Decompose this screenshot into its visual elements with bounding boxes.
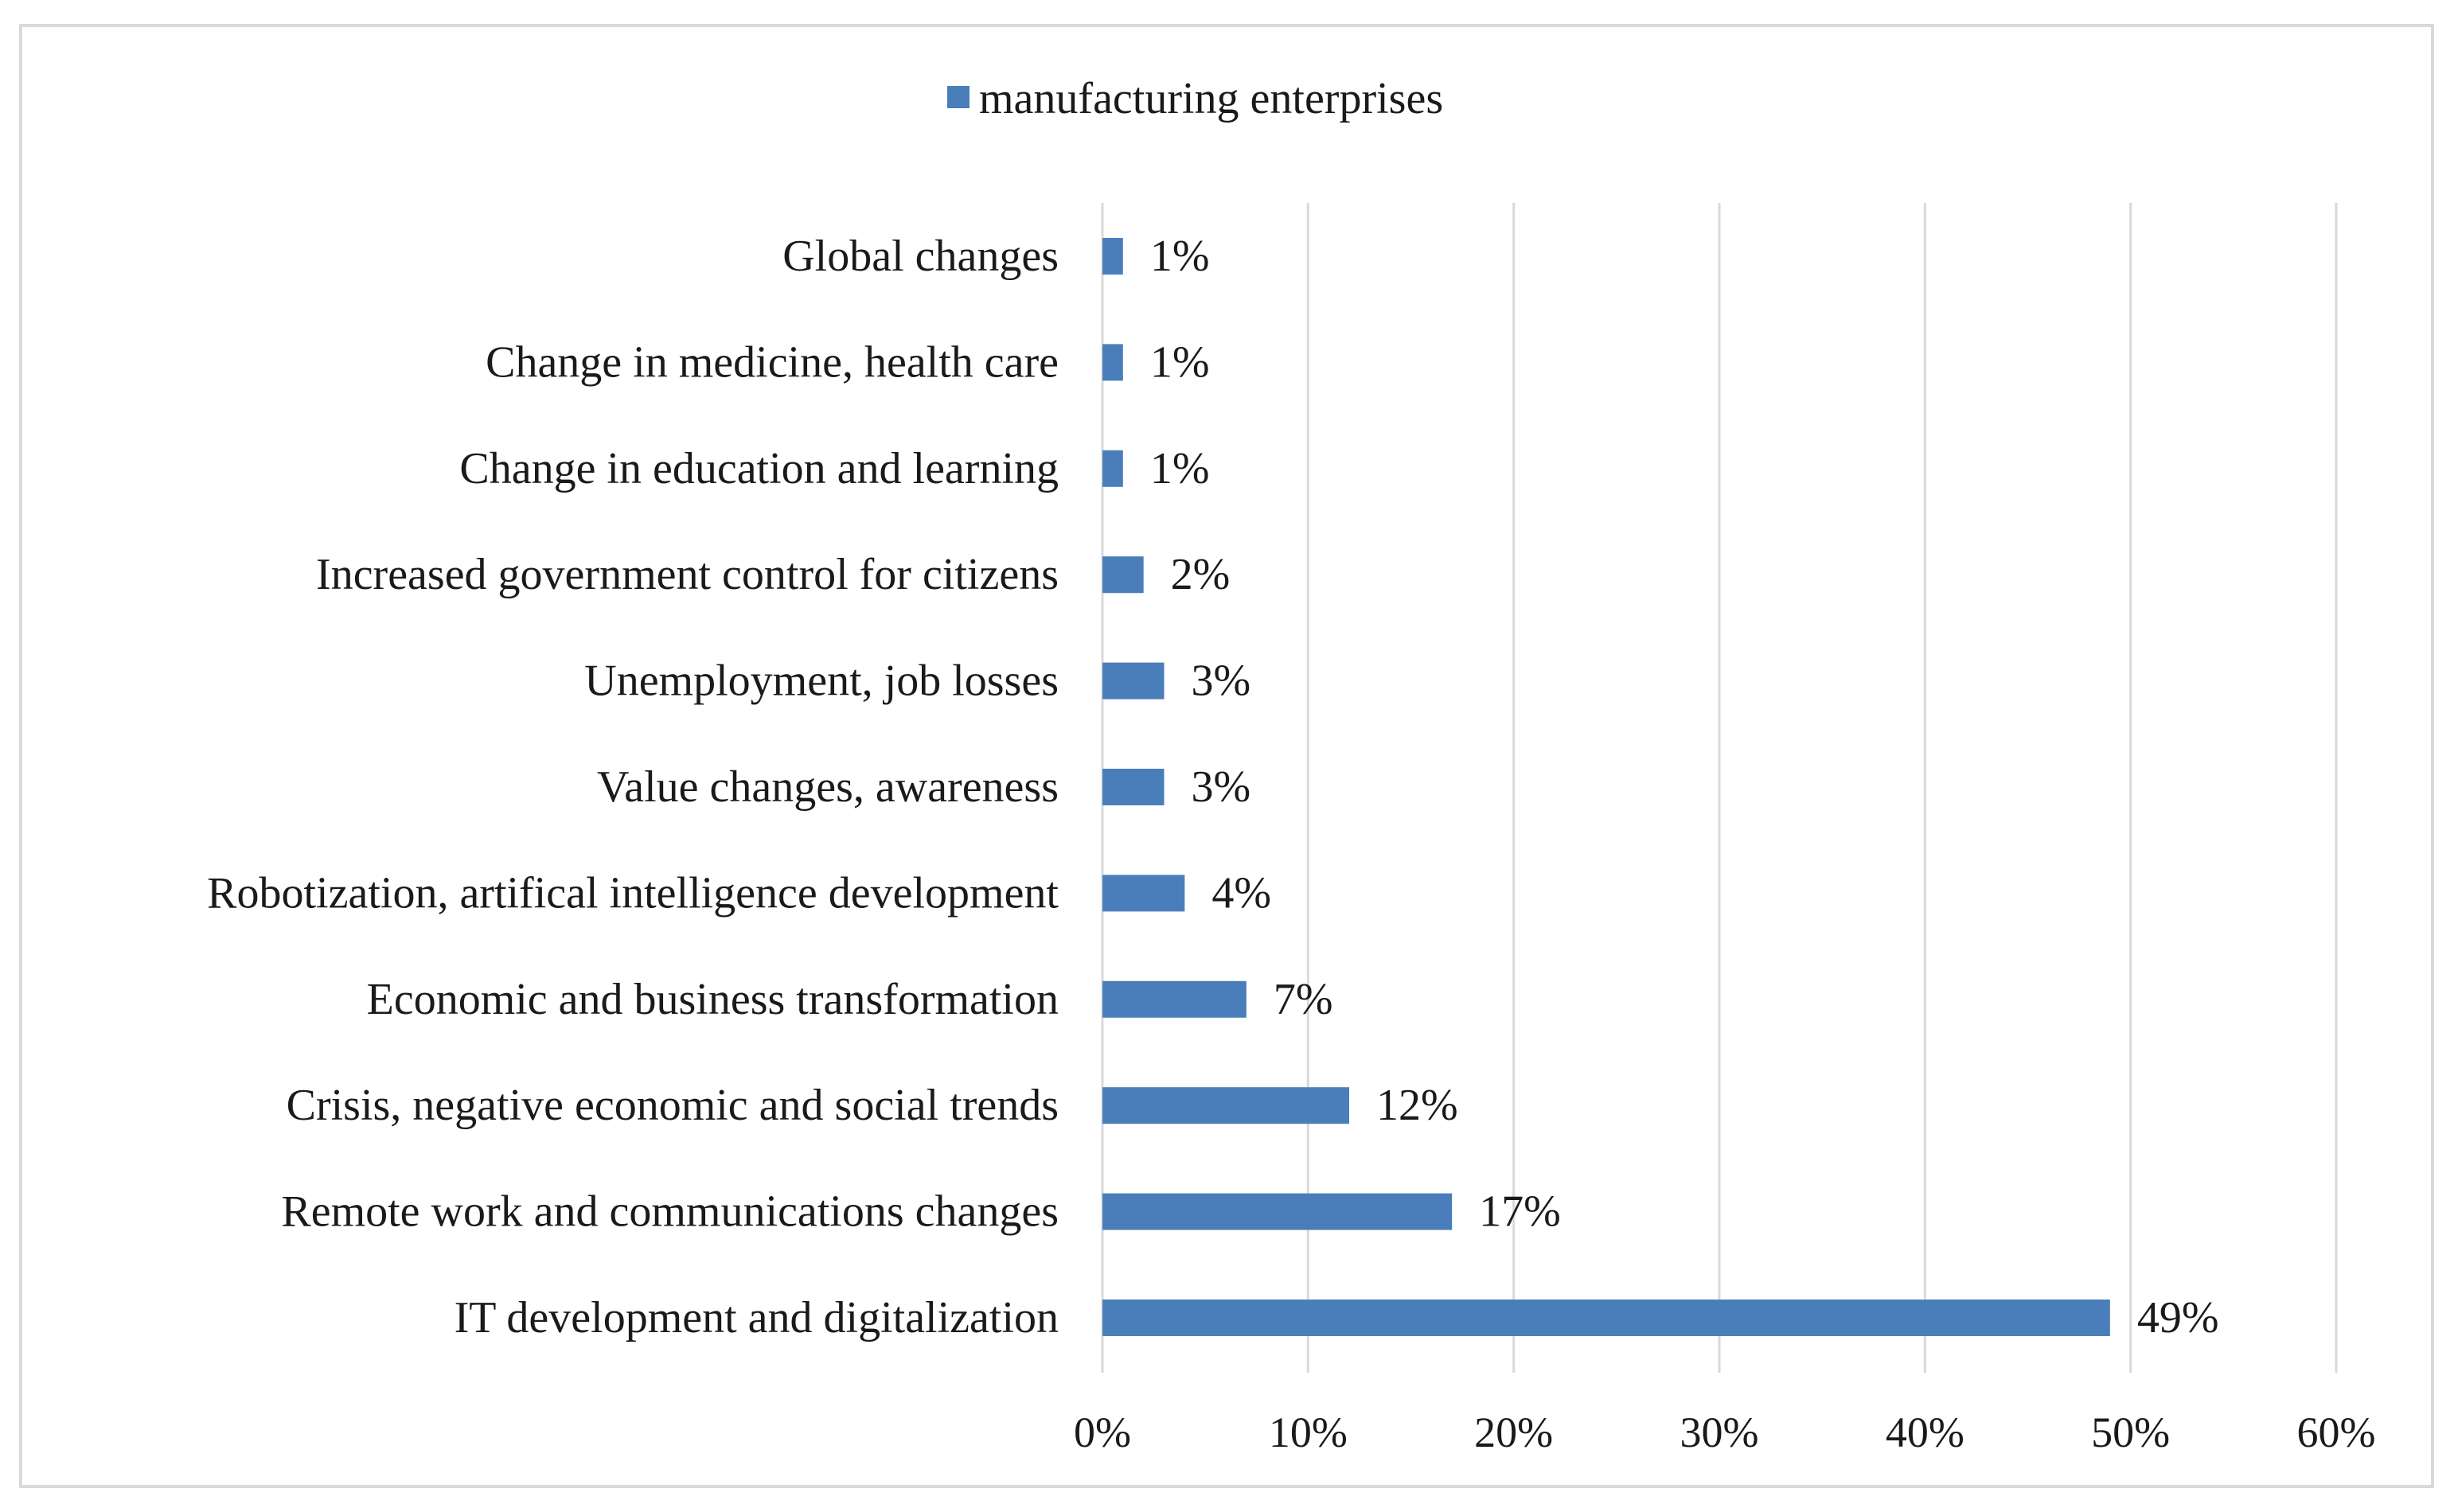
bar — [1102, 556, 1144, 594]
data-label: 49% — [2137, 1293, 2219, 1342]
data-label: 2% — [1171, 550, 1231, 599]
x-tick-label: 0% — [1074, 1409, 1131, 1456]
legend-label: manufacturing enterprises — [979, 74, 1443, 123]
x-tick-label: 50% — [2091, 1409, 2170, 1456]
bar — [1102, 238, 1123, 275]
category-label: Economic and business transformation — [367, 975, 1059, 1024]
x-tick-label: 10% — [1269, 1409, 1348, 1456]
category-label: Robotization, artifical intelligence dev… — [207, 868, 1059, 918]
data-label: 1% — [1150, 337, 1210, 387]
bar — [1102, 769, 1165, 805]
bar — [1102, 980, 1247, 1018]
bar — [1102, 1087, 1349, 1124]
data-label: 3% — [1192, 657, 1251, 706]
category-label: Increased government control for citizen… — [316, 550, 1059, 599]
data-labels: 1% 1% 1% 2% 3% 3% 4% 7% 12% 17% 49% — [1150, 232, 2219, 1342]
bars — [1102, 238, 2110, 1336]
data-label: 12% — [1376, 1081, 1458, 1130]
x-tick-label: 60% — [2297, 1409, 2376, 1456]
x-tick-labels: 0% 10% 20% 30% 40% 50% 60% — [1074, 1409, 2375, 1456]
legend-swatch — [947, 86, 970, 108]
bar — [1102, 1193, 1453, 1230]
x-tick-label: 20% — [1474, 1409, 1553, 1456]
bar — [1102, 450, 1123, 487]
category-label: IT development and digitalization — [455, 1293, 1059, 1342]
x-tick-label: 30% — [1680, 1409, 1759, 1456]
category-label: Global changes — [782, 232, 1059, 281]
data-label: 3% — [1192, 762, 1251, 812]
data-label: 1% — [1150, 444, 1210, 493]
bar — [1102, 875, 1185, 912]
legend: manufacturing enterprises — [947, 74, 1443, 123]
category-label: Remote work and communications changes — [281, 1187, 1059, 1237]
category-labels: Global changes Change in medicine, health… — [207, 232, 1059, 1342]
category-label: Unemployment, job losses — [584, 657, 1059, 706]
grid-lines — [1101, 203, 2338, 1373]
data-label: 1% — [1150, 232, 1210, 281]
bar — [1102, 344, 1123, 381]
category-label: Change in education and learning — [459, 444, 1059, 493]
category-label: Value changes, awareness — [597, 762, 1059, 812]
category-label: Change in medicine, health care — [486, 337, 1059, 387]
data-label: 17% — [1479, 1187, 1561, 1237]
data-label: 7% — [1274, 975, 1333, 1024]
bar — [1102, 662, 1165, 699]
data-label: 4% — [1211, 868, 1271, 918]
bar — [1102, 1300, 2110, 1336]
chart-frame — [19, 24, 2434, 1488]
category-label: Crisis, negative economic and social tre… — [287, 1081, 1059, 1130]
x-tick-label: 40% — [1886, 1409, 1964, 1456]
